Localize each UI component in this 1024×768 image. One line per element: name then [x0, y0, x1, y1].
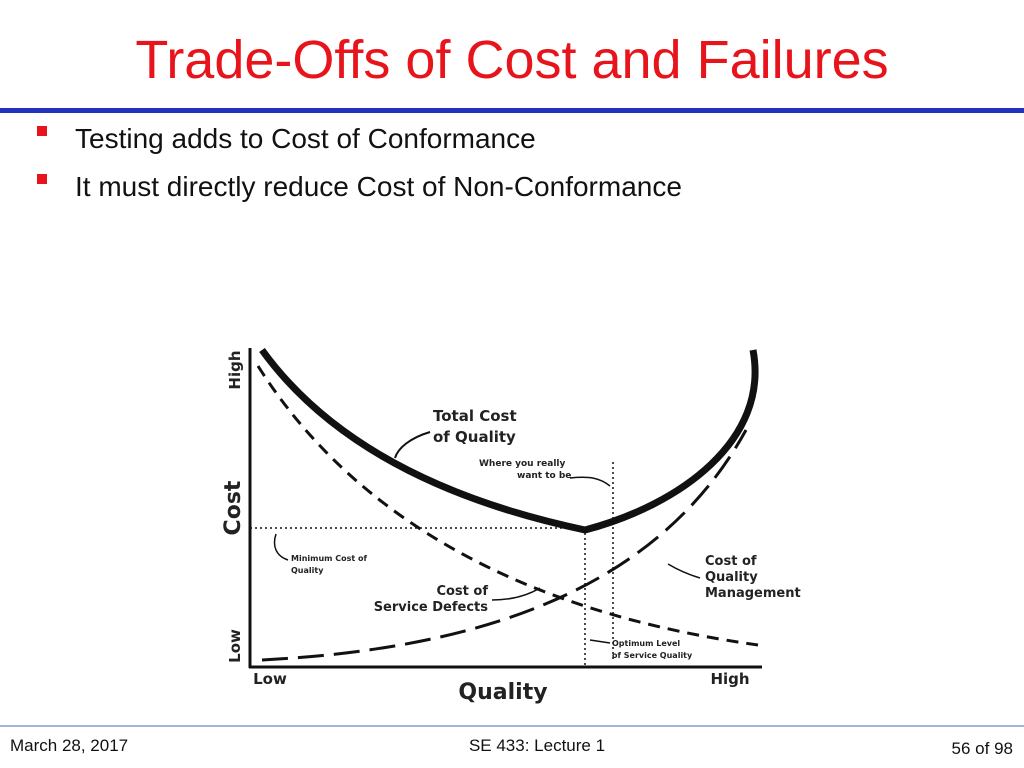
- bullet-marker: [37, 126, 47, 136]
- footer-course: SE 433: Lecture 1: [469, 736, 605, 755]
- y-axis-low: Low: [226, 629, 244, 663]
- text-line: Minimum Cost of: [291, 554, 368, 563]
- arrow: [273, 533, 289, 561]
- text-line: Quality: [291, 566, 324, 575]
- text-line: Quality: [705, 570, 758, 585]
- text-line: want to be: [517, 471, 571, 481]
- quality-management-curve: [261, 429, 748, 662]
- text-line: of Quality: [433, 428, 516, 446]
- text-line: Cost of: [705, 554, 757, 569]
- text-line: Total Cost: [433, 407, 517, 425]
- x-axis-label: Quality: [458, 680, 547, 705]
- service-defects-label: Cost of Service Defects: [374, 584, 489, 615]
- bullet-text: It must directly reduce Cost of Non-Conf…: [75, 171, 682, 202]
- title-rule: [0, 108, 1024, 113]
- text-line: Where you really: [479, 459, 565, 469]
- slide-title: Trade-Offs of Cost and Failures: [135, 30, 888, 90]
- where-label: Where you really want to be: [479, 459, 571, 481]
- x-axis-high: High: [710, 670, 749, 688]
- text-line: Management: [705, 586, 801, 601]
- x-axis-low: Low: [253, 670, 287, 688]
- text-line: of Service Quality: [612, 651, 693, 660]
- quality-management-label: Cost of Quality Management: [705, 554, 801, 601]
- footer-page: 56 of 98: [952, 739, 1013, 758]
- arrow: [589, 639, 611, 644]
- text-line: Service Defects: [374, 600, 489, 615]
- diagram: High Cost Low Low Quality High Total Cos…: [221, 347, 801, 705]
- arrow: [569, 476, 611, 487]
- text-line: Cost of: [436, 584, 488, 599]
- y-axis-high: High: [226, 350, 244, 389]
- total-cost-label: Total Cost of Quality: [433, 407, 517, 446]
- arrow: [394, 431, 431, 459]
- bullet-marker: [37, 174, 47, 184]
- minimum-cost-label: Minimum Cost of Quality: [291, 554, 368, 575]
- y-axis-label: Cost: [221, 480, 246, 535]
- bullet-text: Testing adds to Cost of Conformance: [75, 123, 536, 154]
- optimum-label: Optimum Level of Service Quality: [612, 639, 693, 660]
- arrow: [491, 587, 541, 601]
- text-line: Optimum Level: [612, 639, 680, 648]
- footer-date: March 28, 2017: [10, 736, 128, 755]
- arrow: [667, 563, 701, 579]
